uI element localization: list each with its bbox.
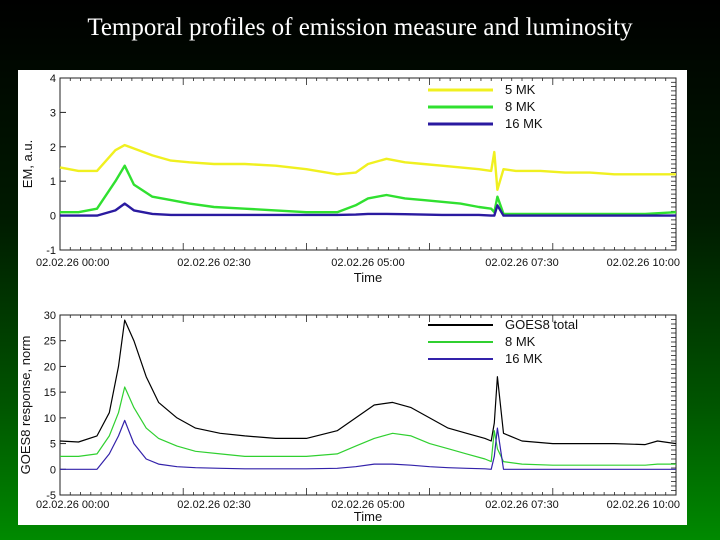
y-axis-label: GOES8 response, norm: [18, 336, 33, 475]
legend-label: 8 MK: [505, 99, 536, 114]
y-tick-label: 3: [50, 107, 56, 119]
series-line-16-mk: [60, 202, 676, 217]
series-line-8-mk: [60, 386, 676, 466]
y-tick-label: 20: [44, 361, 56, 373]
x-tick-label: 02.02.26 02:30: [177, 499, 250, 511]
x-axis-label: Time: [354, 509, 382, 524]
y-tick-label: 0: [50, 464, 56, 476]
legend-label: 16 MK: [505, 351, 543, 366]
legend-label: GOES8 total: [505, 317, 578, 332]
legend-label: 16 MK: [505, 116, 543, 131]
y-tick-label: 0: [50, 211, 56, 223]
x-tick-label: 02.02.26 10:00: [607, 499, 680, 511]
x-tick-label: 02.02.26 05:00: [331, 499, 404, 511]
series-line-16-mk: [60, 419, 676, 470]
plot-frame: [59, 314, 677, 496]
y-tick-label: 2: [50, 142, 56, 154]
y-tick-label: 15: [44, 387, 56, 399]
y-tick-label: 10: [44, 413, 56, 425]
x-tick-label: 02.02.26 10:00: [607, 257, 680, 269]
y-tick-label: 5: [50, 439, 56, 451]
x-tick-label: 02.02.26 00:00: [36, 257, 109, 269]
x-tick-label: 02.02.26 07:30: [485, 257, 558, 269]
charts-canvas: -1 0 1 2 3 4 02.02.26 00:00 02.02.26 02:30 02.02…: [18, 73, 680, 524]
x-tick-label: 02.02.26 07:30: [485, 499, 558, 511]
y-axis-label: EM, a.u.: [20, 140, 35, 188]
y-tick-label: 30: [44, 310, 56, 322]
slide-title: Temporal profiles of emission measure an…: [87, 14, 633, 41]
goes8-chart: -5 0 5 10 15 20 25 30 02.02.26 00:00 02.02.26 02:…: [18, 310, 680, 524]
series-line-5-mk: [59, 143, 676, 192]
series-line-goes8-total: [59, 319, 677, 446]
y-tick-label: -5: [46, 490, 56, 502]
y-tick-label: 25: [44, 336, 56, 348]
y-tick-label: -1: [46, 245, 56, 257]
em-chart: -1 0 1 2 3 4 02.02.26 00:00 02.02.26 02:30 02.02…: [20, 73, 680, 285]
y-tick-label: 1: [50, 176, 56, 188]
x-axis-label: Time: [354, 270, 382, 285]
x-tick-label: 02.02.26 00:00: [36, 499, 109, 511]
chart-figure: -1 0 1 2 3 4 02.02.26 00:00 02.02.26 02:30 02.02…: [18, 70, 687, 525]
x-tick-label: 02.02.26 02:30: [177, 257, 250, 269]
y-tick-label: 4: [50, 73, 56, 85]
legend-label: 8 MK: [505, 334, 536, 349]
x-tick-label: 02.02.26 05:00: [331, 257, 404, 269]
series-line-8-mk: [60, 164, 677, 216]
legend-label: 5 MK: [505, 82, 536, 97]
